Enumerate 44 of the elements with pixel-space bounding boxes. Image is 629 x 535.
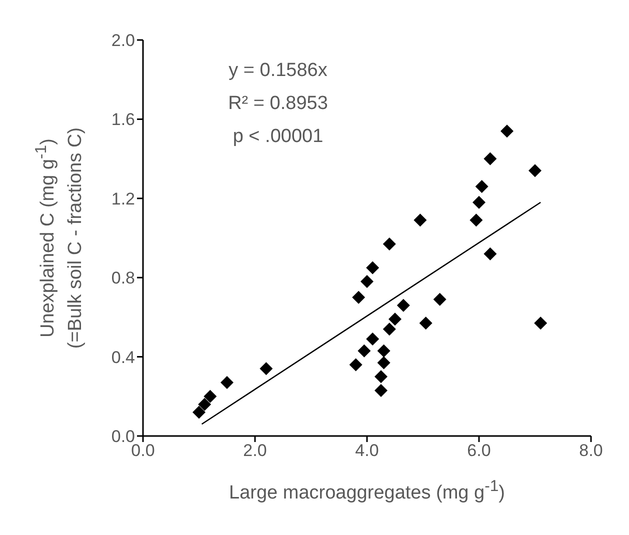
point xyxy=(352,290,366,304)
point xyxy=(192,406,206,419)
point xyxy=(204,390,217,403)
point xyxy=(382,322,396,336)
x-axis-title: Large macroaggregates (mg g$^{-1}$) xyxy=(228,478,506,504)
annotation: y = 0.1586x xyxy=(228,60,328,82)
y-tick-label: 2.0 xyxy=(111,31,135,50)
point xyxy=(377,344,390,358)
x-tick-label: 8.0 xyxy=(579,441,603,460)
y-tick-label: 1.2 xyxy=(111,189,135,208)
x-tick-label: 4.0 xyxy=(355,441,379,460)
point xyxy=(414,214,427,227)
point xyxy=(470,214,483,227)
y-tick-label: 1.6 xyxy=(111,110,135,130)
point xyxy=(484,247,497,260)
point xyxy=(528,164,542,178)
point xyxy=(484,152,497,166)
point xyxy=(500,124,514,138)
point xyxy=(388,312,402,326)
point xyxy=(382,237,396,250)
point xyxy=(360,275,374,288)
x-tick-label: 2.0 xyxy=(243,441,267,460)
annotation: R² = 0.8953 xyxy=(227,93,329,115)
point xyxy=(433,292,446,306)
point xyxy=(374,370,388,384)
point xyxy=(475,180,488,194)
point xyxy=(220,376,234,390)
point xyxy=(377,356,390,370)
point xyxy=(366,332,380,346)
point xyxy=(260,362,273,376)
point xyxy=(472,196,486,209)
y-tick-label: 0.4 xyxy=(111,348,135,367)
x-tick-label: 0.0 xyxy=(131,441,155,460)
point xyxy=(419,316,432,330)
y-tick-label: 0.8 xyxy=(111,268,135,288)
point xyxy=(534,316,548,330)
point xyxy=(374,384,388,397)
point xyxy=(349,358,362,372)
point xyxy=(358,344,371,358)
point xyxy=(198,398,212,411)
annotation: p < .00001 xyxy=(232,126,324,148)
x-tick-label: 6.0 xyxy=(467,441,491,460)
point xyxy=(366,261,380,274)
point xyxy=(396,298,410,312)
